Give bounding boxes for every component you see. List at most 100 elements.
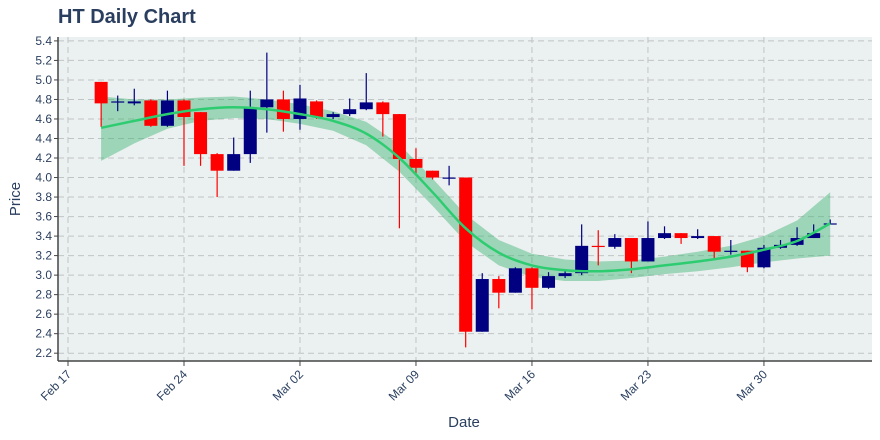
y-tick-label: 5.4 [35, 34, 52, 48]
candle-body [227, 154, 241, 171]
candle-body [674, 233, 688, 239]
trend-band [101, 96, 831, 281]
y-tick-label: 5.2 [35, 53, 52, 67]
candle [591, 230, 605, 266]
candle-body [426, 170, 440, 178]
candle-body [359, 102, 373, 110]
candle-body [658, 233, 672, 239]
candle [194, 112, 208, 166]
y-tick-label: 3.2 [35, 249, 52, 263]
candle [392, 114, 406, 229]
candle [624, 238, 638, 274]
y-tick-label: 3.8 [35, 190, 52, 204]
y-tick-label: 4.4 [35, 131, 52, 145]
plot-area [58, 37, 872, 361]
candle-body [608, 238, 622, 247]
candle [459, 177, 473, 348]
candle [525, 267, 539, 310]
x-tick-label: Feb 17 [38, 367, 75, 404]
candle [260, 52, 274, 133]
candle-body [243, 107, 257, 155]
candle-body [807, 233, 821, 239]
y-tick-label: 3.0 [35, 268, 52, 282]
candle-body [707, 236, 721, 252]
candle [508, 267, 522, 293]
candle [227, 137, 241, 171]
candle [608, 234, 622, 249]
candle [376, 101, 390, 137]
candle [442, 165, 456, 186]
candle-body [558, 273, 572, 277]
chart-title: HT Daily Chart [58, 6, 196, 28]
candle [326, 112, 340, 119]
candle-body [276, 99, 290, 119]
candle [492, 276, 506, 309]
candle [691, 229, 705, 240]
candle-body [508, 268, 522, 293]
candle [641, 221, 655, 262]
y-tick-label: 4.2 [35, 151, 52, 165]
candle-body [575, 245, 589, 274]
candle-body [459, 177, 473, 332]
candle [343, 98, 357, 117]
candle [575, 224, 589, 276]
candle-body [757, 247, 771, 268]
candle-body [542, 276, 556, 288]
y-tick-label: 4.8 [35, 92, 52, 106]
candle-body [624, 238, 638, 262]
x-axis-title: Date [448, 414, 480, 431]
y-tick-label: 3.4 [35, 229, 52, 243]
x-tick-label: Feb 24 [154, 367, 191, 404]
candle [707, 236, 721, 259]
candle-body [94, 81, 108, 104]
y-tick-label: 2.4 [35, 327, 52, 341]
candle [359, 73, 373, 111]
x-tick-label: Mar 09 [386, 367, 423, 404]
y-tick-label: 4.0 [35, 171, 52, 185]
candle-body [442, 177, 456, 179]
y-tick-label: 2.2 [35, 346, 52, 360]
y-tick-label: 2.8 [35, 288, 52, 302]
candle-body [492, 279, 506, 293]
candle-body [691, 236, 705, 239]
candle-body [525, 268, 539, 288]
confidence-band [101, 96, 831, 281]
candle-body [376, 102, 390, 115]
candle-body [310, 101, 324, 118]
trend-line [100, 106, 831, 273]
candle-body [127, 101, 141, 104]
y-axis-title: Price [7, 182, 24, 216]
axes [57, 37, 872, 362]
candle [807, 224, 821, 239]
candle-body [210, 154, 224, 171]
x-axis-ticks: Feb 17 Feb 24 Mar 02 Mar 09 Mar 16 Mar 23 Mar … [38, 361, 770, 404]
y-axis-ticks: 2.2 2.4 2.6 2.8 3.0 3.2 3.4 3.6 3.8 4.0 4.2 4.4 4.6 4… [35, 34, 58, 360]
candle [475, 273, 489, 332]
candle [243, 90, 257, 163]
candle-body [392, 114, 406, 159]
candle-body [326, 114, 340, 118]
candle-body [591, 245, 605, 248]
candle [724, 239, 738, 255]
y-tick-label: 4.6 [35, 112, 52, 126]
candle [426, 170, 440, 180]
candle-body [111, 101, 125, 103]
candle [674, 233, 688, 244]
candle-body [475, 279, 489, 332]
candle-body [724, 250, 738, 252]
x-tick-label: Mar 30 [734, 367, 771, 404]
candle-body [343, 109, 357, 115]
candle [111, 95, 125, 112]
candle [542, 272, 556, 289]
candle-body [260, 99, 274, 108]
candle [210, 153, 224, 198]
candle [658, 226, 672, 240]
x-tick-label: Mar 16 [502, 367, 539, 404]
x-tick-label: Mar 02 [270, 367, 307, 404]
candle [94, 81, 108, 127]
candle [144, 99, 158, 127]
candle-body [641, 238, 655, 262]
x-tick-label: Mar 23 [618, 367, 655, 404]
candle-body [144, 100, 158, 126]
